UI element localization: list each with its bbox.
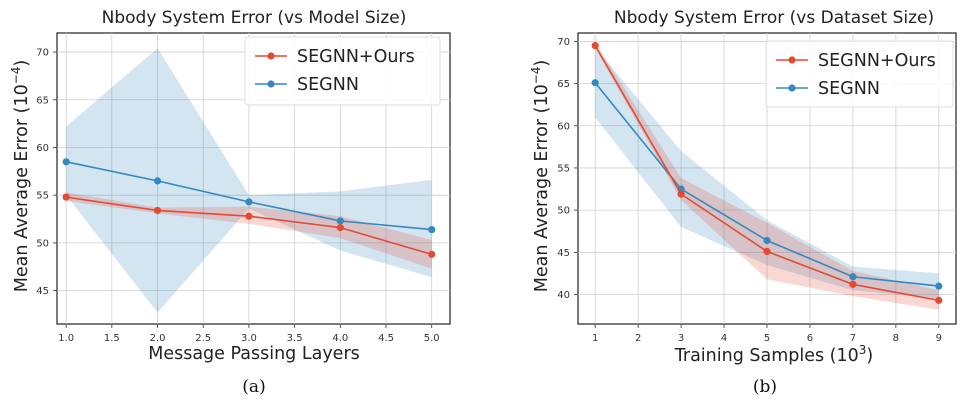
- chart-b-point-segnn-ours: [591, 42, 599, 50]
- chart-b-x-ticks: 1 2 3 4 5 6 7 8 9: [592, 324, 942, 344]
- chart-a-point-segnn: [245, 198, 253, 206]
- chart-b-y-tick-label: 40: [557, 290, 570, 301]
- chart-a-y-tick-label: 65: [36, 95, 49, 106]
- chart-b-y-tick-label: 60: [557, 121, 570, 132]
- chart-a-point-segnn-ours: [153, 206, 162, 215]
- chart-a-x-tick-label: 4.5: [378, 333, 394, 344]
- chart-b-legend-swatch-marker: [788, 56, 796, 64]
- chart-a-band-segnn: [66, 48, 432, 313]
- chart-b-x-tick-label: 5: [764, 333, 770, 344]
- chart-a-x-tick-label: 1.5: [104, 333, 120, 344]
- chart-a-point-segnn: [62, 158, 70, 166]
- chart-a-y-axis-label: Mean Average Error (10−4): [9, 60, 32, 293]
- chart-b-point-segnn: [935, 282, 943, 290]
- chart-b-x-tick-label: 1: [592, 333, 598, 344]
- chart-a-legend-swatch-marker: [267, 80, 275, 88]
- chart-a-x-tick-label: 1.0: [58, 333, 74, 344]
- chart-a-legend-box: [244, 36, 441, 106]
- chart-b-point-segnn: [763, 236, 771, 245]
- chart-a-y-tick-label: 55: [36, 191, 49, 202]
- chart-a-point-segnn-ours: [62, 193, 70, 201]
- chart-a-x-tick-label: 5.0: [424, 333, 440, 344]
- chart-b-legend-label: SEGNN+Ours: [818, 51, 936, 71]
- chart-a-y-ticks: 45 50 55 60 65 70: [36, 48, 57, 297]
- chart-a-legend-label: SEGNN+Ours: [297, 47, 415, 67]
- chart-b-x-tick-label: 9: [936, 333, 942, 344]
- chart-a-caption: (a): [242, 377, 265, 397]
- chart-b-point-segnn-ours: [849, 280, 857, 288]
- chart-b-point-segnn-ours: [935, 296, 943, 304]
- chart-b-x-axis-label: Training Samples (103): [674, 343, 873, 366]
- chart-b-title: Nbody System Error (vs Dataset Size): [614, 8, 934, 28]
- chart-a-x-tick-label: 2.0: [150, 333, 166, 344]
- chart-b-x-tick-label: 7: [850, 333, 856, 344]
- chart-b-caption: (b): [753, 377, 777, 397]
- chart-a-x-tick-label: 3.5: [287, 333, 303, 344]
- chart-b-y-tick-label: 70: [557, 37, 570, 48]
- chart-a-y-tick-label: 45: [36, 286, 49, 297]
- chart-a-x-ticks: 1.0 1.5 2.0 2.5 3.0 3.5 4.0 4.5 5.0: [58, 324, 440, 344]
- chart-a-y-tick-label: 50: [36, 238, 49, 249]
- chart-b-y-ticks: 40 45 50 55 60 65 70: [557, 37, 578, 301]
- chart-b-x-tick-label: 3: [678, 333, 684, 344]
- chart-b-x-tick-label: 8: [893, 333, 899, 344]
- chart-b-legend-swatch-marker: [788, 84, 796, 92]
- chart-a-x-tick-label: 4.0: [332, 333, 348, 344]
- chart-b-legend: SEGNN+Ours SEGNN: [765, 40, 954, 108]
- chart-b-y-tick-label: 45: [557, 248, 570, 259]
- chart-b-x-tick-label: 2: [635, 333, 641, 344]
- chart-b-y-tick-label: 50: [557, 206, 570, 217]
- chart-a-point-segnn-ours: [245, 212, 253, 220]
- chart-b-legend-box: [765, 40, 954, 108]
- chart-a-point-segnn-ours: [428, 250, 436, 258]
- chart-b-y-tick-label: 55: [557, 163, 570, 174]
- chart-a-x-tick-label: 3.0: [241, 333, 257, 344]
- chart-a-x-tick-label: 2.5: [195, 333, 211, 344]
- chart-a-legend-swatch-marker: [267, 52, 275, 60]
- chart-b-point-segnn-ours: [677, 190, 685, 198]
- chart-b-point-segnn-ours: [763, 247, 771, 256]
- chart-b-lines: [591, 42, 943, 304]
- chart-b-point-segnn: [849, 273, 857, 281]
- chart-b-legend-label: SEGNN: [818, 79, 880, 99]
- chart-b-x-tick-label: 4: [721, 333, 727, 344]
- chart-b-y-axis-label: Mean Average Error (10−4): [529, 60, 552, 293]
- chart-a-title: Nbody System Error (vs Model Size): [102, 8, 407, 28]
- chart-a-point-segnn: [153, 177, 162, 185]
- chart-a-lines: [62, 158, 436, 258]
- chart-a: 1.0 1.5 2.0 2.5 3.0 3.5 4.0 4.5 5.0 45 50 55 60 65 70…: [9, 8, 451, 397]
- chart-b-x-tick-label: 6: [807, 333, 813, 344]
- chart-a-y-tick-label: 70: [36, 48, 49, 59]
- chart-a-legend: SEGNN+Ours SEGNN: [244, 36, 441, 106]
- chart-a-legend-label: SEGNN: [297, 75, 359, 95]
- chart-a-point-segnn: [336, 217, 344, 225]
- chart-a-point-segnn: [428, 225, 436, 234]
- chart-b-y-tick-label: 65: [557, 79, 570, 90]
- chart-a-point-segnn-ours: [336, 224, 344, 232]
- chart-a-y-tick-label: 60: [36, 143, 49, 154]
- chart-b-point-segnn: [591, 79, 599, 87]
- chart-a-x-axis-label: Message Passing Layers: [148, 344, 360, 364]
